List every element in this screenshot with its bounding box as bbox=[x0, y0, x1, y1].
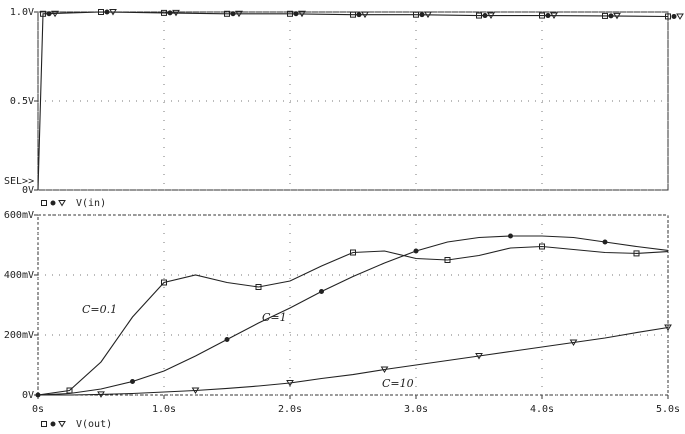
marker-circle bbox=[130, 379, 135, 384]
series-line bbox=[38, 326, 669, 396]
x-tick-label: 5.0s bbox=[656, 404, 680, 415]
marker-triangle bbox=[569, 339, 578, 346]
y-tick-label: 1.0V bbox=[10, 7, 34, 18]
legend-label: V(out) bbox=[76, 419, 112, 430]
marker-triangle bbox=[424, 11, 432, 19]
marker-triangle bbox=[613, 12, 621, 20]
marker-square bbox=[350, 249, 356, 256]
marker-triangle bbox=[97, 391, 105, 398]
curve-label: C=1 bbox=[262, 311, 287, 324]
marker-circle bbox=[167, 10, 173, 16]
marker-triangle bbox=[487, 12, 495, 20]
marker-circle bbox=[46, 11, 52, 17]
y-tick-label: 200mV bbox=[4, 330, 34, 341]
x-tick-label: 1.0s bbox=[152, 404, 176, 415]
y-tick-label: 600mV bbox=[4, 210, 34, 221]
marker-circle bbox=[602, 239, 608, 245]
marker-triangle bbox=[172, 9, 180, 17]
annotation: SEL>> bbox=[4, 176, 34, 187]
marker-circle bbox=[50, 421, 56, 427]
marker-circle bbox=[230, 11, 236, 17]
marker-square bbox=[40, 10, 47, 17]
marker-triangle bbox=[380, 366, 389, 373]
marker-square bbox=[161, 9, 167, 16]
marker-circle bbox=[356, 12, 362, 18]
marker-circle bbox=[482, 13, 488, 19]
y-tick-label: 0V bbox=[22, 185, 34, 196]
marker-square bbox=[41, 200, 47, 206]
marker-square bbox=[161, 279, 167, 286]
x-tick-label: 2.0s bbox=[278, 404, 302, 415]
marker-square bbox=[287, 10, 293, 17]
x-tick-label: 4.0s bbox=[530, 404, 554, 415]
marker-square bbox=[413, 11, 419, 18]
marker-square bbox=[350, 11, 356, 18]
marker-circle bbox=[413, 248, 419, 254]
marker-triangle bbox=[664, 324, 672, 331]
curve-label: C=10 bbox=[382, 377, 414, 390]
marker-circle bbox=[293, 11, 299, 17]
marker-triangle bbox=[235, 10, 243, 18]
marker-square bbox=[476, 12, 482, 19]
marker-circle bbox=[50, 200, 56, 206]
marker-square bbox=[665, 13, 671, 20]
marker-triangle bbox=[191, 387, 200, 394]
marker-square bbox=[444, 257, 451, 263]
marker-circle bbox=[608, 13, 614, 19]
marker-triangle bbox=[51, 10, 59, 18]
series-line bbox=[37, 245, 669, 396]
marker-triangle bbox=[676, 13, 684, 20]
marker-circle bbox=[508, 233, 513, 239]
marker-circle bbox=[224, 337, 230, 342]
marker-square bbox=[539, 12, 545, 19]
marker-triangle bbox=[58, 421, 66, 428]
marker-square bbox=[41, 421, 47, 427]
legend-label: V(in) bbox=[76, 198, 106, 209]
marker-square bbox=[539, 243, 545, 250]
marker-triangle bbox=[109, 9, 117, 16]
y-tick-label: 0V bbox=[22, 390, 34, 401]
y-tick-label: 0.5V bbox=[10, 96, 34, 107]
marker-circle bbox=[104, 9, 110, 15]
marker-circle bbox=[419, 12, 425, 18]
marker-triangle bbox=[550, 12, 558, 20]
series-line bbox=[37, 11, 669, 191]
marker-circle bbox=[319, 289, 324, 294]
y-tick-label: 400mV bbox=[4, 270, 34, 281]
marker-circle bbox=[545, 13, 551, 19]
marker-circle bbox=[671, 13, 677, 19]
marker-square bbox=[602, 12, 608, 19]
marker-square bbox=[255, 284, 262, 290]
marker-triangle bbox=[361, 11, 369, 19]
x-tick-label: 0s bbox=[32, 404, 44, 415]
marker-triangle bbox=[298, 10, 306, 18]
marker-triangle bbox=[475, 353, 483, 360]
x-tick-label: 3.0s bbox=[404, 404, 428, 415]
curve-label: C=0.1 bbox=[82, 303, 117, 316]
marker-triangle bbox=[286, 380, 294, 387]
marker-square bbox=[224, 10, 230, 17]
marker-triangle bbox=[58, 200, 66, 207]
series-line bbox=[37, 235, 669, 396]
marker-square bbox=[98, 9, 104, 15]
marker-square bbox=[633, 250, 640, 257]
